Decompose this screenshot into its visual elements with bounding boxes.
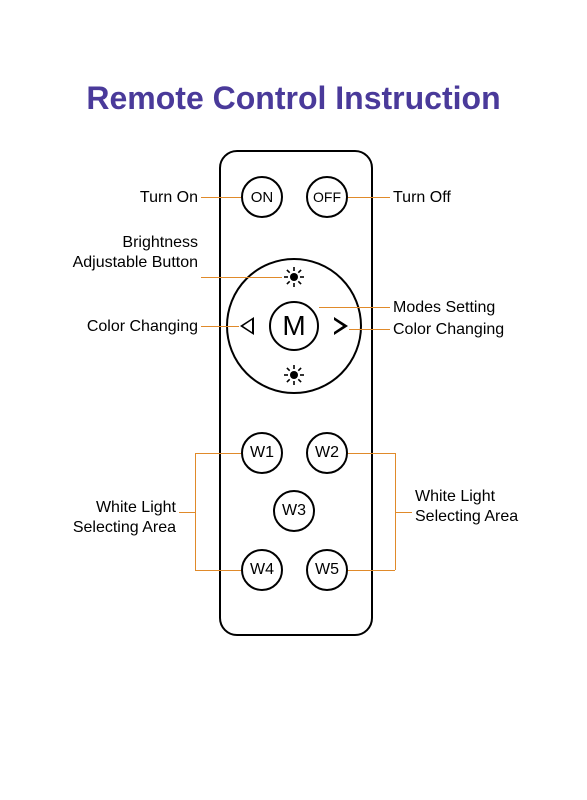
- modes-setting-label: Modes Setting: [393, 298, 495, 318]
- leader-white-left-v: [195, 453, 196, 570]
- leader-turn-off: [348, 197, 390, 198]
- leader-turn-on: [201, 197, 241, 198]
- leader-white-right-bot: [348, 570, 395, 571]
- w3-button-label: W3: [282, 502, 306, 520]
- leader-white-left-bot: [195, 570, 241, 571]
- leader-white-left-top: [195, 453, 241, 454]
- w5-button: W5: [306, 549, 348, 591]
- w1-button-label: W1: [250, 444, 274, 462]
- w5-button-label: W5: [315, 561, 339, 579]
- w2-button: W2: [306, 432, 348, 474]
- w2-button-label: W2: [315, 444, 339, 462]
- page-title: Remote Control Instruction: [0, 80, 587, 117]
- brightness-down-icon: [283, 364, 305, 386]
- color-changing-right-label: Color Changing: [393, 320, 504, 340]
- w1-button: W1: [241, 432, 283, 474]
- leader-white-left-stem: [179, 512, 195, 513]
- w3-button: W3: [273, 490, 315, 532]
- leader-white-right-stem: [395, 512, 412, 513]
- leader-brightness: [201, 277, 282, 278]
- turn-off-label: Turn Off: [393, 188, 451, 208]
- leader-color-left: [201, 326, 239, 327]
- w4-button: W4: [241, 549, 283, 591]
- leader-color-right: [349, 329, 390, 330]
- color-changing-left-label: Color Changing: [87, 317, 198, 337]
- mode-button-label: M: [282, 310, 305, 342]
- leader-white-right-top: [348, 453, 395, 454]
- white-light-right-label: White Light Selecting Area: [415, 487, 518, 527]
- white-light-left-label: White Light Selecting Area: [73, 498, 176, 538]
- brightness-up-icon: [283, 266, 305, 288]
- leader-modes: [319, 307, 390, 308]
- mode-button: M: [269, 301, 319, 351]
- turn-on-label: Turn On: [140, 188, 198, 208]
- brightness-label: Brightness Adjustable Button: [73, 233, 198, 273]
- off-button: OFF: [306, 176, 348, 218]
- on-button-label: ON: [251, 189, 274, 206]
- on-button: ON: [241, 176, 283, 218]
- w4-button-label: W4: [250, 561, 274, 579]
- off-button-label: OFF: [313, 189, 341, 205]
